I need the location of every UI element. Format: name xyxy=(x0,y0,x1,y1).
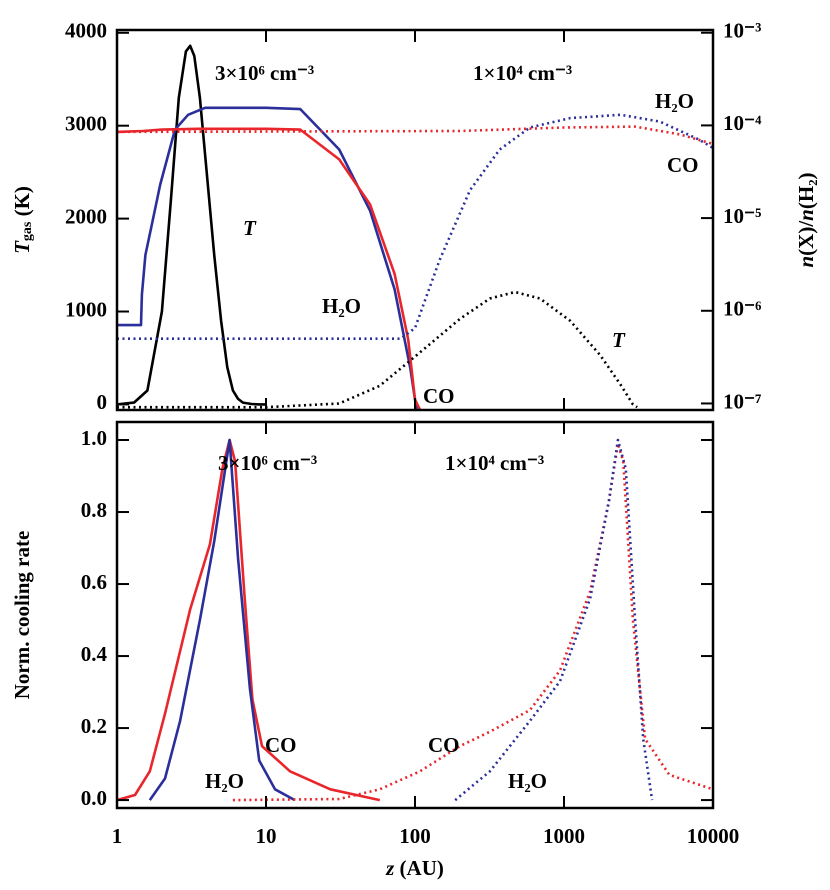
annotation: T xyxy=(243,216,257,240)
curve xyxy=(117,438,381,802)
y-tick-label: 0.8 xyxy=(81,498,107,522)
y-tick-label: 0.4 xyxy=(81,642,108,666)
y2-tick-label: 10⁻⁴ xyxy=(723,111,762,135)
annotation: CO xyxy=(428,733,460,757)
annotation: H₂O xyxy=(508,769,547,793)
y2-tick-label: 10⁻⁵ xyxy=(723,204,761,228)
x-tick-label: 100 xyxy=(399,824,431,848)
y-tick-label: 4000 xyxy=(65,19,107,43)
x-axis-label-part: z xyxy=(385,856,395,880)
annotation: 3×10⁶ cm⁻³ xyxy=(218,451,317,475)
y-axis-label: Tgas (K) xyxy=(10,186,36,254)
y2-tick-label: 10⁻³ xyxy=(723,19,761,43)
y-tick-label: 1.0 xyxy=(81,426,107,450)
y2-tick-label: 10⁻⁶ xyxy=(723,297,761,321)
y-axis-label: Norm. cooling rate xyxy=(10,531,34,700)
curve xyxy=(148,438,296,802)
annotation: 1×10⁴ cm⁻³ xyxy=(445,451,544,475)
y2-axis-label-part: (H₂) xyxy=(794,173,818,210)
curve xyxy=(117,106,418,410)
y-axis-label-part: (K) xyxy=(10,186,34,222)
y-axis-label-part: Norm. cooling rate xyxy=(10,531,34,700)
annotation: H₂O xyxy=(322,294,361,318)
annotation: H₂O xyxy=(205,769,244,793)
y-tick-label: 2000 xyxy=(65,204,107,228)
curve xyxy=(117,290,638,409)
y-tick-label: 0.6 xyxy=(81,570,107,594)
panel-frame xyxy=(115,420,715,810)
y-tick-label: 3000 xyxy=(65,112,107,136)
curve xyxy=(117,127,422,410)
annotation: CO xyxy=(423,384,455,408)
curve xyxy=(117,113,713,340)
y2-axis-label-part: n xyxy=(794,209,818,221)
plot-area xyxy=(117,44,713,410)
x-tick-label: 10 xyxy=(256,824,277,848)
annotation: CO xyxy=(265,733,297,757)
y-tick-label: 0 xyxy=(97,390,108,414)
x-tick-label: 10000 xyxy=(687,824,740,848)
annotation: 1×10⁴ cm⁻³ xyxy=(473,61,572,85)
annotation: CO xyxy=(667,153,699,177)
y-axis-label-part: gas xyxy=(20,221,35,241)
plot-area xyxy=(117,438,713,802)
y2-axis-label-part: n xyxy=(794,256,818,268)
x-tick-label: 1000 xyxy=(543,824,585,848)
curve xyxy=(117,44,266,406)
y2-axis-label-part: (X)/ xyxy=(794,220,818,256)
curve xyxy=(232,442,713,802)
x-tick-label: 1 xyxy=(112,824,123,848)
y-axis-label-part: T xyxy=(10,240,34,254)
y2-axis-label: n(X)/n(H₂) xyxy=(794,173,818,268)
annotation: T xyxy=(612,328,626,352)
x-axis-label: z (AU) xyxy=(385,856,444,880)
y-tick-label: 1000 xyxy=(65,297,107,321)
y-tick-label: 0.0 xyxy=(81,786,107,810)
x-axis-label-part: (AU) xyxy=(394,856,444,880)
annotation: 3×10⁶ cm⁻³ xyxy=(215,61,314,85)
curve xyxy=(454,438,654,802)
y2-tick-label: 10⁻⁷ xyxy=(723,389,761,413)
panel-frame xyxy=(115,28,715,412)
y-tick-label: 0.2 xyxy=(81,714,107,738)
annotation: H₂O xyxy=(655,89,694,113)
